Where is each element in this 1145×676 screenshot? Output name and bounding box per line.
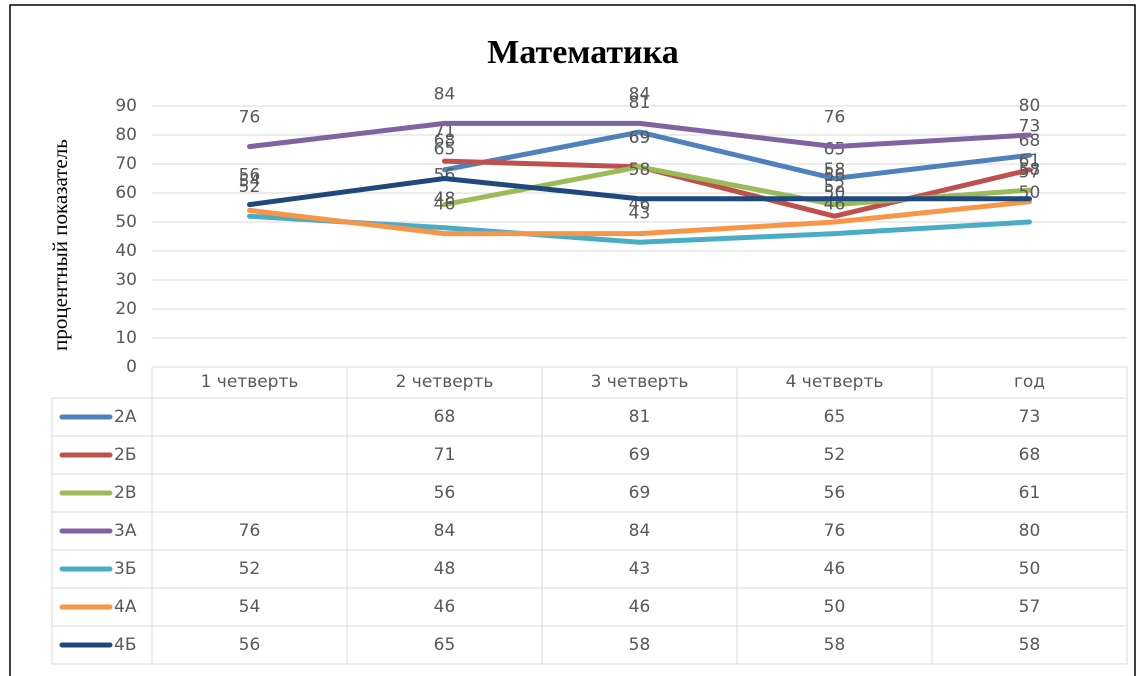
legend-label: 4Б [114, 635, 136, 655]
table-cell: 56 [824, 483, 846, 503]
table-cell: 69 [629, 483, 651, 503]
data-label: 46 [434, 195, 456, 215]
x-tick-label: 2 четверть [396, 372, 494, 392]
data-label: 81 [629, 93, 651, 113]
data-label: 84 [629, 84, 651, 104]
data-label: 76 [824, 108, 846, 128]
table-cell: 65 [824, 407, 846, 427]
x-tick-label: 1 четверть [201, 372, 299, 392]
series-line [442, 129, 1032, 181]
y-axis-label: процентный показатель [48, 139, 72, 351]
table-cell: 56 [434, 483, 456, 503]
table-cell: 71 [434, 445, 456, 465]
data-label: 56 [824, 166, 846, 186]
data-label: 69 [629, 128, 651, 148]
table-cell: 48 [434, 559, 456, 579]
data-label: 58 [824, 160, 846, 180]
series-line [247, 176, 1032, 208]
data-label: 80 [1019, 96, 1041, 116]
x-tick-label: 4 четверть [786, 372, 884, 392]
table-cell: 68 [434, 407, 456, 427]
table-cell: 68 [1019, 445, 1041, 465]
legend-label: 2Б [114, 445, 136, 465]
table-cell: 50 [1019, 559, 1041, 579]
x-tick-label: 3 четверть [591, 372, 689, 392]
table-cell: 84 [434, 521, 456, 541]
table-cell: 81 [629, 407, 651, 427]
data-label: 65 [434, 140, 456, 160]
chart-title: Математика [487, 34, 678, 71]
table-cell: 58 [1019, 635, 1041, 655]
y-tick-label: 0 [126, 357, 137, 377]
table-cell: 46 [434, 597, 456, 617]
data-label: 76 [239, 108, 261, 128]
table-cell: 52 [239, 559, 261, 579]
table-cell: 57 [1019, 597, 1041, 617]
legend-label: 3Б [114, 559, 136, 579]
table-cell: 69 [629, 445, 651, 465]
table-cell: 52 [824, 445, 846, 465]
data-label: 56 [434, 166, 456, 186]
table-cell: 50 [824, 597, 846, 617]
table-cell: 73 [1019, 407, 1041, 427]
table-cell: 58 [824, 635, 846, 655]
y-tick-label: 60 [115, 183, 137, 203]
data-label: 58 [629, 160, 651, 180]
series-line [247, 199, 1032, 237]
table-cell: 56 [239, 635, 261, 655]
data-label: 57 [1019, 163, 1041, 183]
data-label: 52 [824, 177, 846, 197]
y-tick-label: 30 [115, 270, 137, 290]
y-tick-label: 70 [115, 154, 137, 174]
data-label: 43 [629, 203, 651, 223]
y-tick-label: 20 [115, 299, 137, 319]
table-cell: 61 [1019, 483, 1041, 503]
y-tick-label: 40 [115, 241, 137, 261]
data-label: 73 [1019, 116, 1041, 136]
data-label: 71 [434, 122, 456, 142]
table-cell: 54 [239, 597, 261, 617]
data-label: 58 [1019, 160, 1041, 180]
table-cell: 84 [629, 521, 651, 541]
legend-label: 4А [114, 597, 137, 617]
table-cell: 80 [1019, 521, 1041, 541]
data-label: 84 [434, 84, 456, 104]
data-label: 69 [629, 128, 651, 148]
y-tick-label: 50 [115, 212, 137, 232]
series-line [442, 158, 1032, 219]
data-label: 54 [239, 171, 261, 191]
x-tick-label: год [1014, 372, 1045, 392]
y-tick-label: 80 [115, 125, 137, 145]
table-cell: 58 [629, 635, 651, 655]
table-cell: 65 [434, 635, 456, 655]
data-label: 68 [434, 131, 456, 151]
legend-label: 2А [114, 407, 137, 427]
table-cell: 76 [824, 521, 846, 541]
legend-label: 3А [114, 521, 137, 541]
series-line [247, 120, 1032, 150]
table-cell: 46 [824, 559, 846, 579]
data-label: 65 [824, 140, 846, 160]
y-tick-label: 90 [115, 96, 137, 116]
data-label: 48 [434, 189, 456, 209]
data-label: 52 [239, 177, 261, 197]
y-tick-label: 10 [115, 328, 137, 348]
table-cell: 46 [629, 597, 651, 617]
chart-border [9, 4, 1136, 676]
data-label: 56 [239, 166, 261, 186]
table-cell: 76 [239, 521, 261, 541]
table-cell: 43 [629, 559, 651, 579]
data-label: 61 [1019, 151, 1041, 171]
legend-label: 2В [114, 483, 136, 503]
